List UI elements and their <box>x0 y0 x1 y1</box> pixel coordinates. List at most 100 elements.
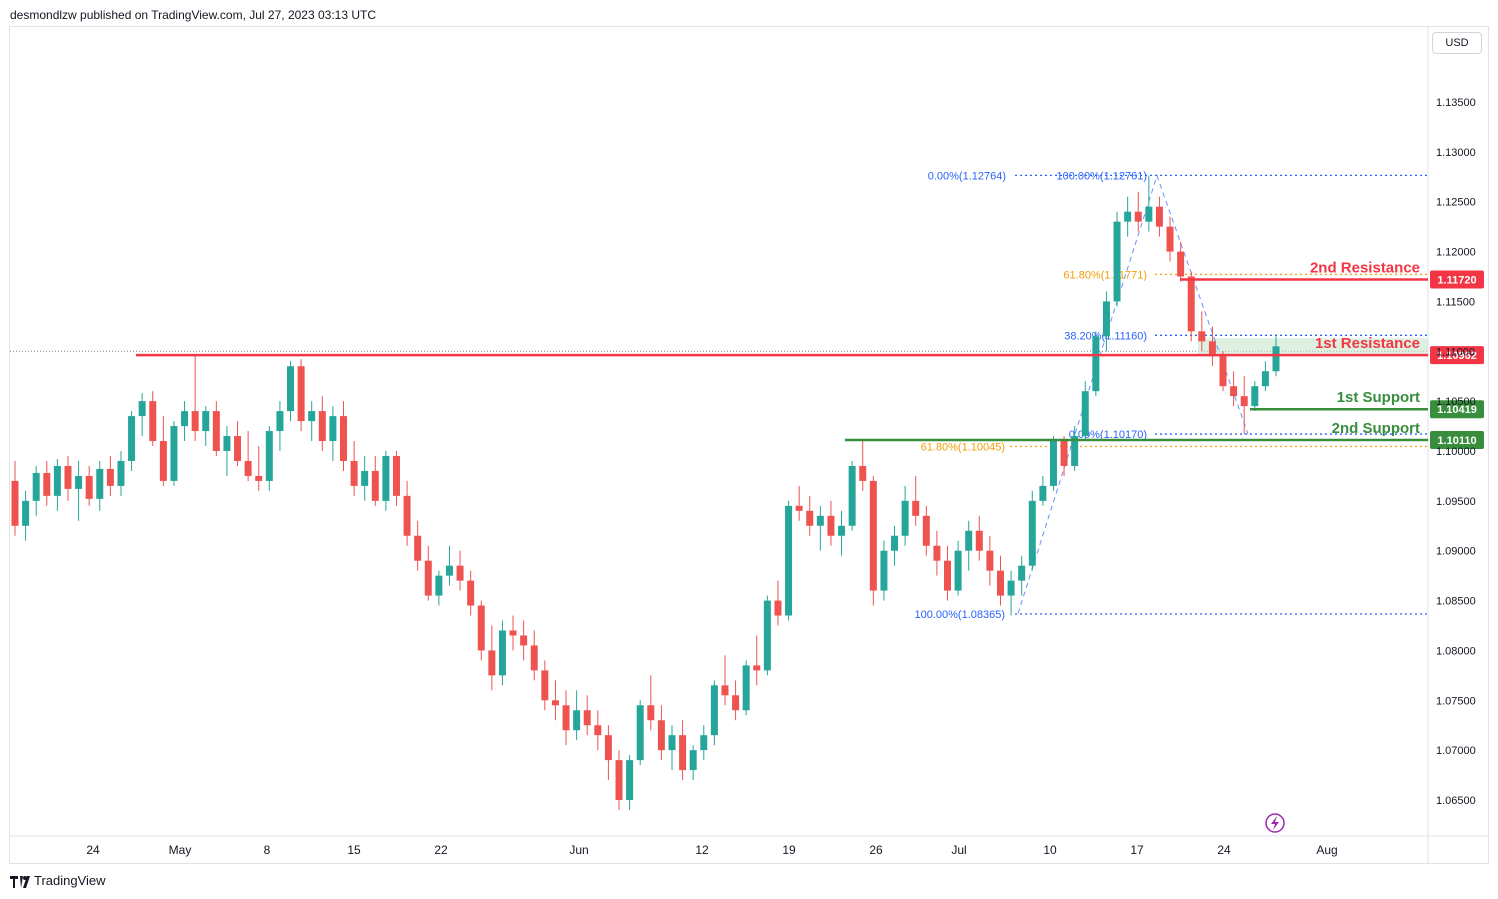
candle-body <box>763 600 771 671</box>
candle-body <box>234 436 242 461</box>
x-tick-label: 10 <box>1043 843 1057 857</box>
candle-body <box>149 401 157 442</box>
candle-body <box>1102 301 1110 337</box>
level-name-label: 2nd Resistance <box>1310 259 1420 276</box>
candle-body <box>1049 441 1057 486</box>
y-tick-label: 1.11500 <box>1436 296 1475 308</box>
price-badge-label: 1.10962 <box>1437 350 1477 362</box>
candle-body <box>583 710 591 726</box>
candle-body <box>742 665 750 711</box>
candle-body <box>1145 206 1153 222</box>
candle-body <box>869 480 877 591</box>
y-tick-label: 1.09500 <box>1436 496 1476 508</box>
candle-body <box>297 366 305 422</box>
candle-body <box>1166 226 1174 252</box>
candle-body <box>1251 386 1259 407</box>
y-tick-label: 1.10500 <box>1436 396 1476 408</box>
candle-body <box>212 411 220 451</box>
candle-body <box>445 565 453 576</box>
candle-body <box>403 495 411 536</box>
candle-body <box>128 416 136 461</box>
x-tick-label: Jul <box>951 843 966 857</box>
candle-body <box>181 411 189 427</box>
candle-body <box>668 735 676 751</box>
x-tick-label: Aug <box>1316 843 1337 857</box>
candle-body <box>1134 211 1142 222</box>
resistance-zone <box>1198 338 1428 355</box>
x-tick-label: 17 <box>1130 843 1144 857</box>
fib-label: 61.80%(1.11771) <box>1063 269 1147 281</box>
candle-body <box>604 735 612 761</box>
y-tick-label: 1.12500 <box>1436 197 1476 209</box>
support-resistance-layer: 2nd Resistance 1.11720 1st Resistance 1.109… <box>136 259 1484 450</box>
candle-body <box>1071 436 1079 466</box>
candle-body <box>1230 386 1238 397</box>
x-tick-label: 15 <box>347 843 361 857</box>
footer-brand[interactable]: TradingView <box>10 873 106 888</box>
candle-body <box>1028 500 1036 566</box>
flash-icon[interactable] <box>1265 813 1285 833</box>
candle-body <box>287 366 295 412</box>
x-tick-label: 19 <box>782 843 796 857</box>
y-tick-label: 1.13500 <box>1436 97 1476 109</box>
x-tick-label: 22 <box>434 843 448 857</box>
candle-body <box>382 455 390 501</box>
fib-retracement-layer: 0.00%(1.12764) 100.00%(1.12761) 61.80%(1.1… <box>914 170 1428 621</box>
fib-label: 38.20%(1.11160) <box>1064 330 1147 342</box>
candle-body <box>1155 206 1163 227</box>
candle-body <box>138 401 146 417</box>
y-tick-label: 1.07500 <box>1436 695 1476 707</box>
candle-body <box>339 416 347 461</box>
x-tick-label: May <box>169 843 192 857</box>
candle-body <box>1124 211 1132 222</box>
price-badge <box>1430 400 1484 419</box>
currency-button[interactable]: USD <box>1432 32 1482 54</box>
candle-body <box>806 510 814 526</box>
candle-body <box>1081 391 1089 437</box>
candle-body <box>636 705 644 761</box>
candle-body <box>75 475 83 489</box>
candle-body <box>922 515 930 546</box>
candle-body <box>361 470 369 486</box>
candle-body <box>467 580 475 606</box>
candle-body <box>170 426 178 481</box>
candle-body <box>1240 396 1248 407</box>
candle-body <box>838 525 846 536</box>
y-tick-label: 1.10000 <box>1436 446 1476 458</box>
candle-body <box>710 685 718 736</box>
candle-body <box>647 705 655 721</box>
price-badge-label: 1.10110 <box>1437 435 1476 447</box>
candle-body <box>32 472 40 501</box>
candle-body <box>456 565 464 581</box>
candle-body <box>1272 346 1280 372</box>
candle-body <box>530 645 538 671</box>
candle-body <box>1208 341 1216 357</box>
candle-body <box>880 550 888 591</box>
y-tick-label: 1.11000 <box>1436 346 1475 358</box>
y-tick-label: 1.13000 <box>1436 147 1476 159</box>
candle-body <box>901 500 909 536</box>
candle-body <box>679 735 687 771</box>
candle-body <box>308 411 316 422</box>
candle-body <box>1261 371 1269 387</box>
candle-body <box>551 700 559 706</box>
candle-body <box>244 460 252 476</box>
y-tick-label: 1.09000 <box>1436 546 1476 558</box>
candle-body <box>689 750 697 771</box>
candle-body <box>774 600 782 616</box>
price-badge <box>1430 270 1484 289</box>
price-badge <box>1430 346 1484 365</box>
candle-body <box>859 465 867 481</box>
candle-body <box>594 725 602 736</box>
candle-body <box>1187 276 1195 332</box>
candle-body <box>53 465 61 496</box>
candle-body <box>891 535 899 551</box>
fib-label: 100.00%(1.12761) <box>1056 171 1147 183</box>
candle-body <box>626 760 634 800</box>
x-tick-label: 24 <box>86 843 100 857</box>
candle-body <box>371 470 379 501</box>
candle-body <box>975 530 983 551</box>
candle-body <box>986 550 994 571</box>
candle-body <box>1007 580 1015 596</box>
